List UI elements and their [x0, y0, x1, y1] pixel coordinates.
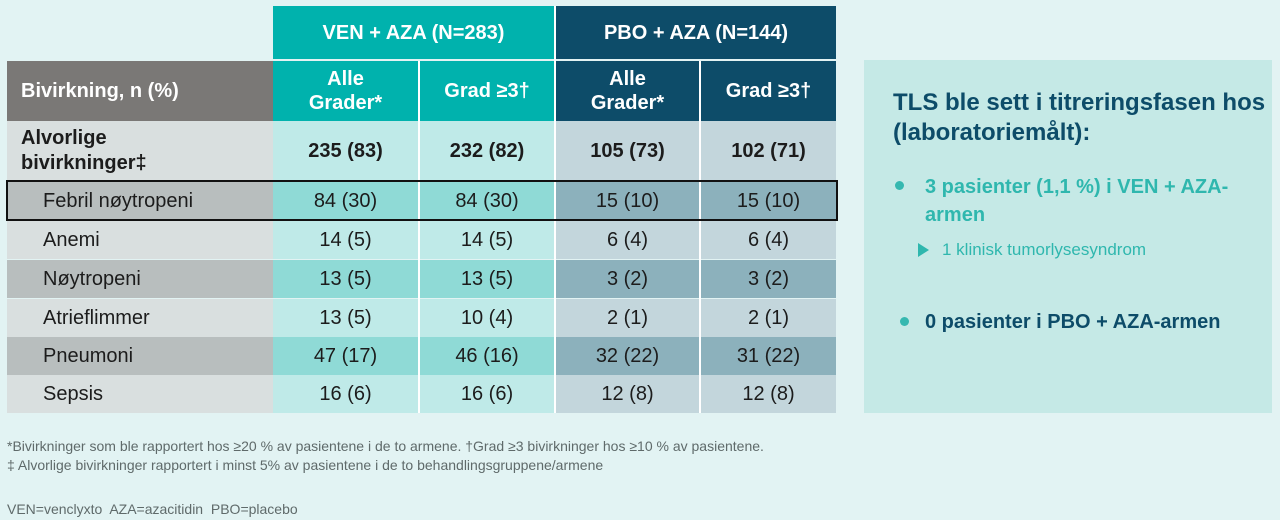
table-cell: 16 (6): [273, 375, 418, 413]
table-row-label: Anemi: [7, 221, 273, 259]
highlight-box: [6, 180, 838, 221]
column-header-pbo-grade3: Grad ≥3†: [701, 61, 836, 121]
tls-info-panel: TLS ble sett i titreringsfasen hos (labo…: [864, 60, 1272, 413]
table-cell: 2 (1): [701, 299, 836, 337]
tls-ven-aza-count: 3 pasienter (1,1 %) i VEN + AZA-armen: [925, 176, 1229, 226]
pbo-aza-group-header: PBO + AZA (N=144): [556, 6, 836, 59]
table-cell: 3 (2): [701, 260, 836, 298]
table-cell: 47 (17): [273, 337, 418, 375]
table-row-label: Nøytropeni: [7, 260, 273, 298]
table-cell: 14 (5): [273, 221, 418, 259]
table-row-label: Sepsis: [7, 375, 273, 413]
table-cell: 46 (16): [420, 337, 554, 375]
table-cell: 6 (4): [701, 221, 836, 259]
ven-aza-group-header: VEN + AZA (N=283): [273, 6, 554, 59]
row-label-serious-events: Alvorlige bivirkninger‡: [7, 121, 273, 181]
triangle-bullet-icon: [918, 243, 929, 257]
table-cell: 13 (5): [420, 260, 554, 298]
table-row-label: Febril nøytropeni: [7, 182, 273, 220]
table-cell: 3 (2): [556, 260, 699, 298]
table-cell: 2 (1): [556, 299, 699, 337]
table-cell: 10 (4): [420, 299, 554, 337]
table-row-label: Atrieflimmer: [7, 299, 273, 337]
bullet-dot-icon: [900, 317, 909, 326]
table-cell: 13 (5): [273, 299, 418, 337]
table-cell: 12 (8): [556, 375, 699, 413]
cell-serious-pbo-g3: 102 (71): [701, 121, 836, 181]
column-header-ven-grade3: Grad ≥3†: [420, 61, 554, 121]
column-header-pbo-all-grades: Alle Grader*: [556, 61, 699, 121]
table-cell: 15 (10): [701, 182, 836, 220]
cell-serious-ven-g3: 232 (82): [420, 121, 554, 181]
abbreviations: VEN=venclyxto AZA=azacitidin PBO=placebo: [7, 501, 298, 517]
table-cell: 15 (10): [556, 182, 699, 220]
table-cell: 14 (5): [420, 221, 554, 259]
table-cell: 32 (22): [556, 337, 699, 375]
table-cell: 16 (6): [420, 375, 554, 413]
table-cell: 12 (8): [701, 375, 836, 413]
column-header-adverse-event: Bivirkning, n (%): [7, 61, 273, 121]
tls-pbo-aza-count: 0 pasienter i PBO + AZA-armen: [925, 311, 1221, 333]
tls-clinical-subitem: 1 klinisk tumorlysesyndrom: [942, 240, 1147, 259]
panel-title: TLS ble sett i titreringsfasen hos (labo…: [893, 89, 1266, 146]
bullet-dot-icon: [895, 181, 904, 190]
table-cell: 13 (5): [273, 260, 418, 298]
table-cell: 6 (4): [556, 221, 699, 259]
table-cell: 84 (30): [420, 182, 554, 220]
column-divider: [418, 61, 420, 413]
table-cell: 84 (30): [273, 182, 418, 220]
table-row-label: Pneumoni: [7, 337, 273, 375]
footnote-grade-definitions: *Bivirkninger som ble rapportert hos ≥20…: [7, 438, 764, 454]
column-divider: [554, 6, 556, 413]
column-divider: [699, 61, 701, 413]
footnote-serious-events: ‡ Alvorlige bivirkninger rapportert i mi…: [7, 457, 604, 473]
table-cell: 31 (22): [701, 337, 836, 375]
cell-serious-pbo-all: 105 (73): [556, 121, 699, 181]
cell-serious-ven-all: 235 (83): [273, 121, 418, 181]
column-header-ven-all-grades: Alle Grader*: [273, 61, 418, 121]
